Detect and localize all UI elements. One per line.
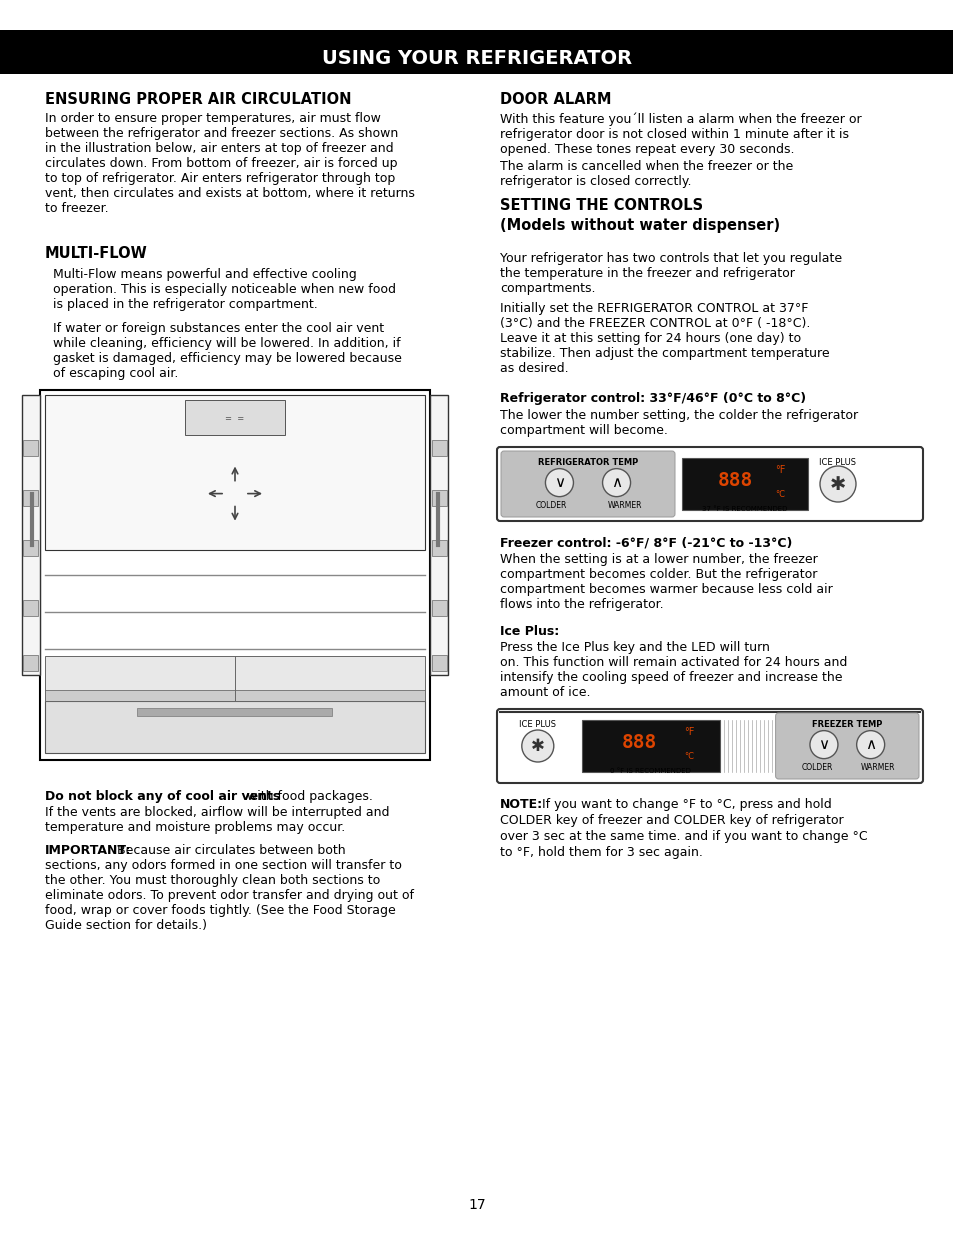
Text: over 3 sec at the same time. and if you want to change °C: over 3 sec at the same time. and if you … [499, 830, 866, 844]
Text: food, wrap or cover foods tightly. (See the Food Storage: food, wrap or cover foods tightly. (See … [45, 904, 395, 918]
Text: Do not block any of cool air vents: Do not block any of cool air vents [45, 790, 280, 803]
Text: In order to ensure proper temperatures, air must flow
between the refrigerator a: In order to ensure proper temperatures, … [45, 112, 415, 215]
Text: USING YOUR REFRIGERATOR: USING YOUR REFRIGERATOR [321, 48, 632, 68]
Text: COLDER key of freezer and COLDER key of refrigerator: COLDER key of freezer and COLDER key of … [499, 814, 842, 827]
Bar [432, 490, 447, 506]
Text: the other. You must thoroughly clean both sections to: the other. You must thoroughly clean bot… [45, 874, 380, 887]
Text: 888: 888 [621, 732, 657, 752]
Text: SETTING THE CONTROLS: SETTING THE CONTROLS [499, 198, 702, 212]
Text: Your refrigerator has two controls that let you regulate
the temperature in the : Your refrigerator has two controls that … [499, 252, 841, 295]
Text: sections, any odors formed in one section will transfer to: sections, any odors formed in one sectio… [45, 860, 401, 872]
Text: With this feature you´ll listen a alarm when the freezer or
refrigerator door is: With this feature you´ll listen a alarm … [499, 112, 861, 156]
Text: 0 °F IS RECOMMENDED: 0 °F IS RECOMMENDED [610, 768, 691, 774]
Text: ICE PLUS: ICE PLUS [518, 720, 556, 729]
Text: eliminate odors. To prevent odor transfer and drying out of: eliminate odors. To prevent odor transfe… [45, 889, 414, 902]
Text: ∧: ∧ [864, 737, 875, 752]
FancyBboxPatch shape [500, 451, 675, 517]
Circle shape [545, 468, 573, 496]
Bar [45, 395, 424, 551]
Circle shape [521, 730, 554, 762]
Bar [23, 490, 38, 506]
Bar [432, 440, 447, 456]
Bar [432, 655, 447, 671]
Bar [185, 400, 285, 435]
Text: REFRIGERATOR TEMP: REFRIGERATOR TEMP [537, 458, 638, 467]
Bar [23, 440, 38, 456]
Text: Because air circulates between both: Because air circulates between both [112, 844, 345, 857]
Text: =  =: = = [225, 414, 244, 422]
Bar [40, 390, 430, 760]
FancyBboxPatch shape [775, 713, 918, 779]
Bar [45, 700, 424, 752]
Text: NOTE:: NOTE: [499, 798, 542, 811]
Text: Press the Ice Plus key and the LED will turn
on. This function will remain activ: Press the Ice Plus key and the LED will … [499, 641, 846, 699]
Text: ∨: ∨ [818, 737, 829, 752]
Circle shape [820, 466, 855, 501]
Text: Initially set the REFRIGERATOR CONTROL at 37°F
(3°C) and the FREEZER CONTROL at : Initially set the REFRIGERATOR CONTROL a… [499, 303, 829, 375]
Bar [23, 655, 38, 671]
FancyBboxPatch shape [497, 447, 923, 521]
Text: to °F, hold them for 3 sec again.: to °F, hold them for 3 sec again. [499, 846, 702, 860]
Text: ICE PLUS: ICE PLUS [819, 458, 856, 467]
Text: The alarm is cancelled when the freezer or the
refrigerator is closed correctly.: The alarm is cancelled when the freezer … [499, 161, 792, 188]
Bar [22, 395, 40, 676]
Bar [432, 540, 447, 556]
Text: MULTI-FLOW: MULTI-FLOW [45, 246, 148, 261]
Bar [0, 30, 953, 74]
Text: °F: °F [774, 466, 784, 475]
Circle shape [602, 468, 630, 496]
Text: °C: °C [775, 490, 784, 499]
Text: ENSURING PROPER AIR CIRCULATION: ENSURING PROPER AIR CIRCULATION [45, 91, 351, 107]
Text: WARMER: WARMER [860, 763, 894, 772]
Text: The lower the number setting, the colder the refrigerator
compartment will becom: The lower the number setting, the colder… [499, 409, 858, 437]
Text: Ice Plus:: Ice Plus: [499, 625, 558, 638]
Bar [23, 540, 38, 556]
Text: °F: °F [684, 727, 694, 737]
Bar [432, 600, 447, 616]
Bar [23, 600, 38, 616]
Bar [45, 689, 424, 700]
Text: If you want to change °F to °C, press and hold: If you want to change °F to °C, press an… [537, 798, 831, 811]
Text: Multi-Flow means powerful and effective cooling
  operation. This is especially : Multi-Flow means powerful and effective … [45, 268, 395, 311]
Text: Refrigerator control: 33°F/46°F (0°C to 8°C): Refrigerator control: 33°F/46°F (0°C to … [499, 391, 805, 405]
Text: IMPORTANT:: IMPORTANT: [45, 844, 132, 857]
Bar [137, 708, 332, 716]
Text: (Models without water dispenser): (Models without water dispenser) [499, 219, 780, 233]
Text: ✱: ✱ [530, 737, 544, 755]
Text: COLDER: COLDER [801, 763, 832, 772]
Text: 17: 17 [468, 1198, 485, 1212]
Text: If water or foreign substances enter the cool air vent
  while cleaning, efficie: If water or foreign substances enter the… [45, 322, 401, 380]
Text: COLDER: COLDER [535, 501, 566, 510]
Text: 888: 888 [717, 471, 752, 489]
Circle shape [856, 731, 883, 758]
Text: If the vents are blocked, airflow will be interrupted and: If the vents are blocked, airflow will b… [45, 806, 389, 819]
Bar [581, 720, 720, 772]
Text: Guide section for details.): Guide section for details.) [45, 919, 207, 932]
Bar [430, 395, 448, 676]
Text: DOOR ALARM: DOOR ALARM [499, 91, 611, 107]
Text: WARMER: WARMER [607, 501, 641, 510]
Text: ✱: ✱ [829, 474, 845, 494]
Bar [681, 458, 807, 510]
Text: ∨: ∨ [554, 475, 564, 490]
Text: with food packages.: with food packages. [243, 790, 373, 803]
Text: 37 °F IS RECOMMENDED: 37 °F IS RECOMMENDED [701, 506, 787, 513]
Text: Freezer control: -6°F/ 8°F (-21°C to -13°C): Freezer control: -6°F/ 8°F (-21°C to -13… [499, 536, 792, 550]
Text: ∧: ∧ [610, 475, 621, 490]
Text: °C: °C [684, 752, 694, 761]
Text: When the setting is at a lower number, the freezer
compartment becomes colder. B: When the setting is at a lower number, t… [499, 553, 832, 611]
FancyBboxPatch shape [497, 709, 923, 783]
Text: temperature and moisture problems may occur.: temperature and moisture problems may oc… [45, 821, 345, 834]
Bar [45, 656, 424, 700]
Circle shape [809, 731, 837, 758]
Text: FREEZER TEMP: FREEZER TEMP [811, 720, 882, 729]
